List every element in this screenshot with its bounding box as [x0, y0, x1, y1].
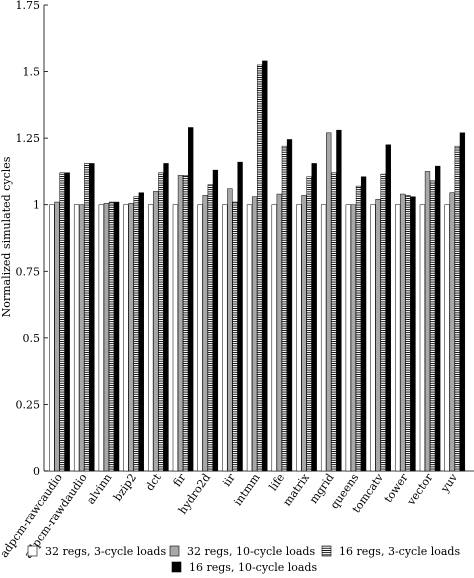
y-tick-label: 1.25 [16, 132, 41, 145]
bar-life-s2 [276, 193, 282, 472]
bar-life-s1 [271, 204, 277, 472]
bar-dct-s3 [158, 172, 164, 472]
bar-adpcm-rawcaudio-s2 [54, 201, 60, 472]
bar-bzip2-s3 [133, 196, 139, 472]
bar-iir-s2 [227, 188, 233, 472]
bar-matrix-s1 [296, 204, 302, 472]
bar-vector-s3 [429, 180, 436, 472]
bar-alvinn-s3 [108, 201, 115, 472]
bar-adpcm-rawdaudio-s3 [84, 163, 90, 472]
bar-mgrid-s1 [320, 204, 327, 472]
bar-iir-s3 [232, 201, 238, 472]
bar-iir-s1 [222, 204, 228, 472]
bar-matrix-s2 [301, 195, 307, 472]
bar-hydro2d-s2 [202, 195, 208, 472]
bar-intmm-s2 [251, 196, 258, 472]
bar-tower-s1 [395, 204, 401, 472]
bar-queens-s4 [360, 176, 367, 472]
bar-vector-s1 [419, 204, 426, 472]
legend-swatch [171, 561, 182, 573]
bar-matrix-s4 [311, 163, 317, 472]
y-tick-label: 1.5 [23, 66, 41, 79]
bar-adpcm-rawcaudio-s1 [49, 204, 55, 472]
bar-matrix-s3 [306, 176, 312, 472]
x-tick-label: vector [404, 471, 436, 509]
bar-mgrid-s3 [331, 172, 337, 472]
x-tick-label: fir [171, 471, 189, 489]
bar-dct-s4 [163, 163, 169, 472]
y-tick-label: 1.75 [16, 0, 41, 12]
x-tick-label: iir [220, 471, 238, 489]
axes: 0 0.25 0.5 0.75 1 1.25 1.5 1.75 [16, 0, 474, 478]
legend-entry: 32 regs, 10-cycle loads [187, 545, 315, 558]
bar-queens-s2 [350, 204, 357, 472]
x-tick-label: bzip2 [111, 471, 139, 503]
bar-iir-s4 [237, 161, 243, 472]
bars [49, 60, 466, 472]
bar-bzip2-s4 [138, 192, 144, 472]
bar-alvinn-s2 [103, 203, 110, 472]
bar-intmm-s4 [262, 60, 268, 472]
x-tick-label: dct [143, 471, 164, 493]
bar-tower-s4 [410, 196, 416, 472]
x-tick-label: alvinn [84, 471, 114, 506]
bar-bzip2-s1 [123, 204, 129, 472]
bar-adpcm-rawdaudio-s1 [73, 204, 80, 472]
bar-adpcm-rawdaudio-s2 [79, 204, 85, 472]
bar-adpcm-rawcaudio-s3 [59, 172, 65, 472]
bar-dct-s2 [153, 191, 159, 472]
bar-fir-s4 [188, 127, 194, 472]
bar-yuv-s4 [459, 132, 466, 472]
bar-alvinn-s1 [98, 204, 104, 472]
y-tick-label: 0.5 [23, 332, 41, 345]
bar-queens-s1 [345, 204, 351, 472]
bar-yuv-s2 [449, 192, 455, 472]
bar-mgrid-s2 [326, 132, 332, 472]
bar-fir-s3 [182, 175, 189, 472]
x-tick-label: matrix [280, 471, 312, 509]
bar-tower-s2 [400, 193, 406, 472]
bar-queens-s3 [355, 185, 362, 472]
legend-swatch [27, 545, 38, 557]
y-tick-label: 1 [33, 199, 40, 212]
x-tick-label: intmm [231, 471, 263, 508]
bar-mgrid-s4 [336, 129, 342, 472]
y-tick-label: 0.75 [16, 265, 41, 278]
bar-hydro2d-s3 [207, 184, 213, 472]
bar-yuv-s1 [444, 204, 450, 472]
bar-life-s3 [281, 145, 288, 472]
bar-bzip2-s2 [128, 203, 134, 472]
bar-fir-s1 [172, 204, 179, 472]
legend-entry: 32 regs, 3-cycle loads [45, 545, 166, 558]
bar-hydro2d-s1 [197, 204, 203, 472]
bar-vector-s4 [435, 165, 441, 472]
legend-swatch [321, 545, 332, 557]
bar-yuv-s3 [454, 145, 460, 472]
bar-vector-s2 [424, 171, 431, 472]
bar-hydro2d-s4 [212, 169, 219, 472]
bar-tomcatv-s1 [370, 204, 376, 472]
bar-adpcm-rawcaudio-s4 [64, 172, 70, 472]
x-tick-label: yuv [438, 471, 461, 496]
bar-fir-s2 [177, 175, 184, 472]
bar-life-s4 [286, 139, 293, 472]
legend-entry: 16 regs, 3-cycle loads [339, 545, 460, 558]
bar-alvinn-s4 [113, 201, 120, 472]
bar-intmm-s3 [257, 64, 263, 472]
y-tick-label: 0.25 [16, 398, 41, 411]
bar-intmm-s1 [246, 204, 253, 472]
bar-tomcatv-s2 [375, 199, 381, 472]
bar-tomcatv-s3 [380, 173, 386, 472]
bar-dct-s1 [148, 204, 154, 472]
legend-swatch [169, 545, 180, 557]
bar-tomcatv-s4 [385, 144, 391, 472]
bar-adpcm-rawdaudio-s4 [89, 163, 95, 472]
bar-tower-s3 [405, 195, 411, 472]
legend: 32 regs, 3-cycle loads 32 regs, 10-cycle … [27, 545, 460, 574]
y-axis-label: Normalized simulated cycles [0, 156, 13, 317]
x-tick-label: life [266, 471, 287, 493]
legend-entry: 16 regs, 10-cycle loads [189, 561, 317, 574]
y-tick-label: 0 [33, 465, 40, 478]
